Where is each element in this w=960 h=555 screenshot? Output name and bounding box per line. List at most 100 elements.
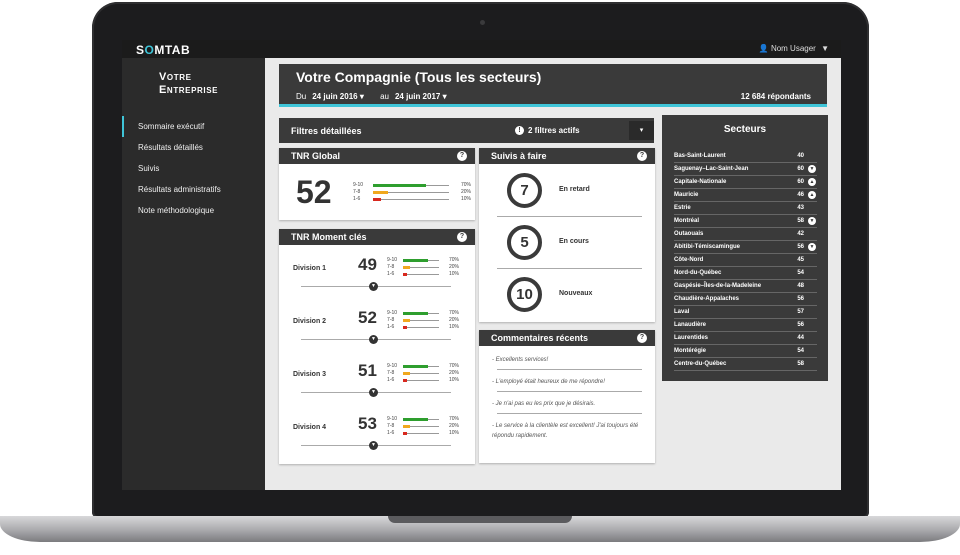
range-label: 9-10 <box>353 182 364 188</box>
score-distribution: 9-10 70% 7-8 20% 1-6 10% <box>387 257 459 287</box>
sector-value: 43 <box>797 205 804 211</box>
baseline <box>403 274 439 275</box>
sector-row[interactable]: Outaouais 42 <box>674 228 817 241</box>
camera-icon <box>480 20 485 25</box>
help-icon[interactable]: ? <box>637 151 647 161</box>
baseline <box>403 380 439 381</box>
sector-row[interactable]: Abitibi-Témiscamingue 56 ▼ <box>674 241 817 254</box>
sectors-title: Secteurs <box>723 124 767 135</box>
baseline <box>373 199 449 200</box>
range-label: 1-6 <box>387 324 395 330</box>
sector-row[interactable]: Nord-du-Québec 54 <box>674 267 817 280</box>
division-row: Division 1 49 9-10 70% 7-8 20% 1-6 10% ▼ <box>279 248 475 300</box>
division-score: 53 <box>358 414 377 433</box>
percent-label: 10% <box>448 271 459 277</box>
page-header: Votre Compagnie (Tous les secteurs) Du 24… <box>279 64 827 107</box>
expand-icon[interactable]: ▼ <box>369 388 378 397</box>
from-date-select[interactable]: 24 juin 2016 ▾ <box>312 92 364 101</box>
sector-row[interactable]: Centre-du-Québec 58 <box>674 358 817 371</box>
percent-label: 10% <box>448 377 459 383</box>
division-name: Division 3 <box>293 371 327 378</box>
distribution-row: 1-6 10% <box>387 324 459 331</box>
brand-name: Votre Entreprise <box>159 71 219 96</box>
distribution-row: 1-6 10% <box>353 196 471 203</box>
sector-row[interactable]: Gaspésie–Îles-de-la-Madeleine 48 <box>674 280 817 293</box>
sector-value: 40 <box>797 153 804 159</box>
comment-text: - Le service à la clientèle est excellen… <box>492 423 639 439</box>
expand-icon[interactable]: ▼ <box>369 282 378 291</box>
help-icon[interactable]: ? <box>637 333 647 343</box>
respondents-count: 12 684 répondants <box>740 92 811 101</box>
distribution-row: 9-10 70% <box>387 416 459 423</box>
sector-row[interactable]: Laval 57 <box>674 306 817 319</box>
sector-value: 58 <box>797 218 804 224</box>
sector-row[interactable]: Mauricie 46 ▲ <box>674 189 817 202</box>
sidebar-item[interactable]: Résultats détaillés <box>138 143 203 152</box>
sidebar-item[interactable]: Résultats administratifs <box>138 185 221 194</box>
distribution-bar <box>403 319 411 322</box>
sector-value: 42 <box>797 231 804 237</box>
sector-value: 46 <box>797 192 804 198</box>
division-score: 51 <box>358 361 377 380</box>
tnr-global-card: TNR Global ? 52 9-10 70% 7-8 20% 1-6 10% <box>279 148 475 220</box>
percent-label: 20% <box>448 317 459 323</box>
expand-icon[interactable]: ▼ <box>369 441 378 450</box>
card-title: Commentaires récents <box>479 330 655 346</box>
help-icon[interactable]: ? <box>457 151 467 161</box>
range-label: 7-8 <box>353 189 361 195</box>
baseline <box>403 320 439 321</box>
sector-row[interactable]: Chaudière-Appalaches 56 <box>674 293 817 306</box>
expand-icon[interactable]: ▼ <box>369 335 378 344</box>
laptop-notch <box>388 516 572 523</box>
distribution-bar <box>403 425 411 428</box>
thumbs-down-icon: ▼ <box>808 217 816 225</box>
help-icon[interactable]: ? <box>457 232 467 242</box>
user-icon: 👤 <box>758 44 769 53</box>
sidebar-item[interactable]: Note méthodologique <box>138 206 215 215</box>
sector-name: Chaudière-Appalaches <box>674 296 740 302</box>
sector-name: Capitale-Nationale <box>674 179 727 185</box>
followup-item[interactable]: 10 Nouveaux <box>479 270 653 322</box>
filters-dropdown-button[interactable]: ▾ <box>629 121 654 140</box>
sector-row[interactable]: Estrie 43 <box>674 202 817 215</box>
distribution-row: 7-8 20% <box>387 264 459 271</box>
sector-row[interactable]: Capitale-Nationale 60 ▲ <box>674 176 817 189</box>
sector-value: 57 <box>797 309 804 315</box>
distribution-bar <box>373 198 381 201</box>
sidebar-item[interactable]: Suivis <box>138 164 160 173</box>
sector-row[interactable]: Montérégie 54 <box>674 345 817 358</box>
sidebar-item[interactable]: Sommaire exécutif <box>122 116 265 137</box>
followup-item[interactable]: 7 En retard <box>479 166 653 218</box>
divider <box>497 413 642 414</box>
distribution-row: 7-8 20% <box>387 370 459 377</box>
distribution-bar <box>403 266 411 269</box>
distribution-bar <box>403 365 429 368</box>
division-name: Division 1 <box>293 265 327 272</box>
followup-count: 5 <box>507 225 542 260</box>
sector-row[interactable]: Montréal 58 ▼ <box>674 215 817 228</box>
distribution-bar <box>403 372 411 375</box>
sector-value: 58 <box>797 361 804 367</box>
filters-bar[interactable]: Filtres détaillées ! 2 filtres actifs ▾ <box>279 118 654 143</box>
percent-label: 70% <box>448 257 459 263</box>
comment-text: - Excellents services! <box>492 357 549 363</box>
to-date-select[interactable]: 24 juin 2017 ▾ <box>394 92 447 101</box>
sector-row[interactable]: Saguenay–Lac-Saint-Jean 60 ▼ <box>674 163 817 176</box>
percent-label: 20% <box>448 423 459 429</box>
division-name: Division 4 <box>293 424 327 431</box>
comment-text: - Je n'ai pas eu les prix que je désirai… <box>492 401 596 407</box>
range-label: 1-6 <box>387 271 395 277</box>
main-content: Votre Compagnie (Tous les secteurs) Du 24… <box>265 58 841 490</box>
date-range: Du 24 juin 2016 ▾ au 24 juin 2017 ▾ <box>296 92 447 101</box>
followup-item[interactable]: 5 En cours <box>479 218 653 270</box>
sector-value: 56 <box>797 244 804 250</box>
page-title: Votre Compagnie (Tous les secteurs) <box>296 69 542 85</box>
user-menu[interactable]: 👤 Nom Usager ▼ <box>759 44 829 53</box>
sector-row[interactable]: Lanaudière 56 <box>674 319 817 332</box>
somtab-logo[interactable]: SOMTAB <box>136 43 191 57</box>
sector-row[interactable]: Côte-Nord 45 <box>674 254 817 267</box>
followup-label: En cours <box>559 238 589 245</box>
sector-row[interactable]: Bas-Saint-Laurent 40 <box>674 150 817 163</box>
sector-row[interactable]: Laurentides 44 <box>674 332 817 345</box>
percent-label: 20% <box>448 370 459 376</box>
